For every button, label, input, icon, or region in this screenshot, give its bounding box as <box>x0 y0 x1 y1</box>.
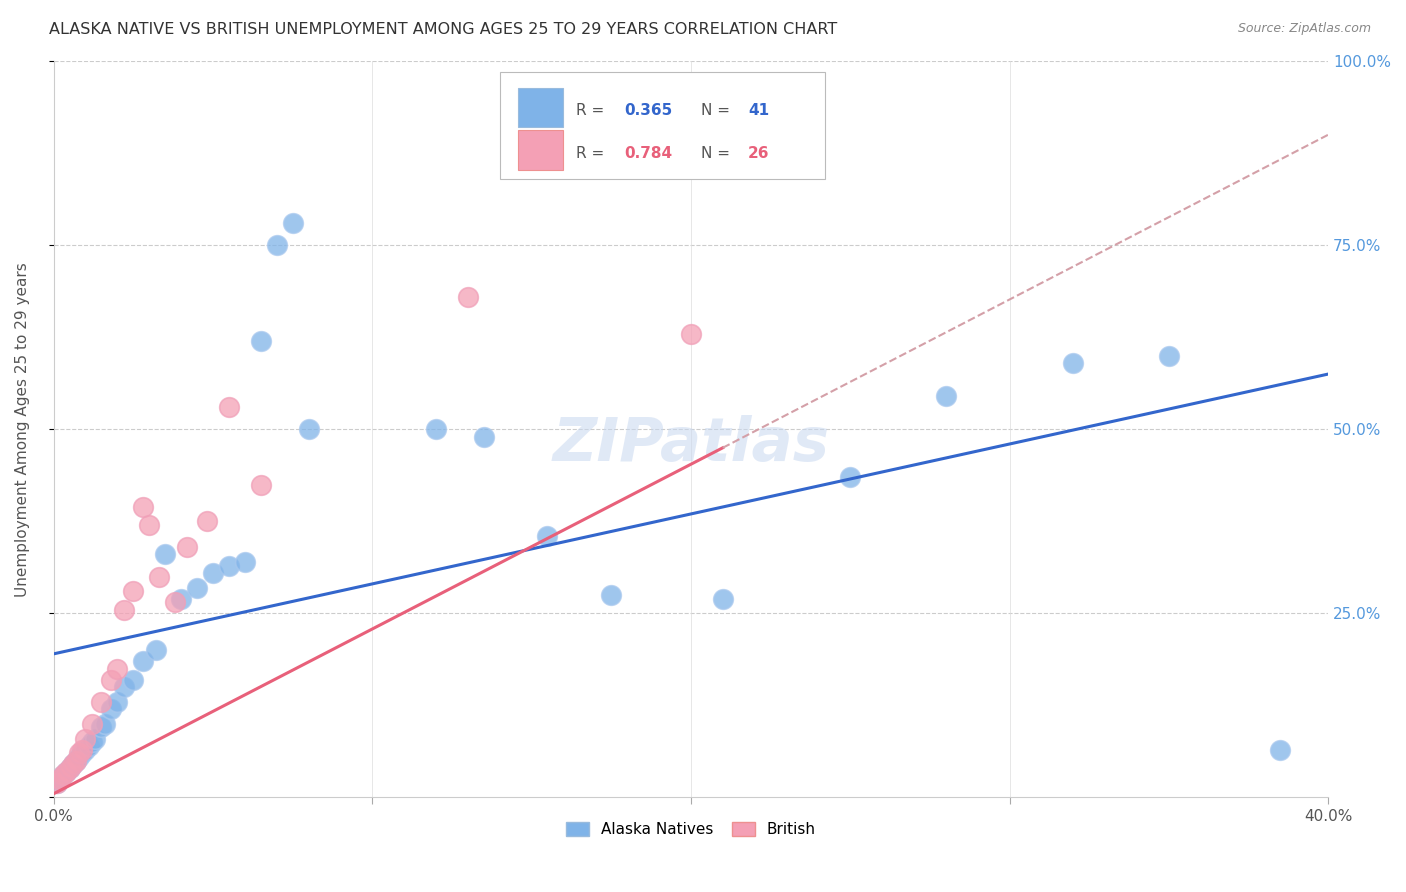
FancyBboxPatch shape <box>499 72 825 179</box>
Point <box>297 422 319 436</box>
Point <box>67 750 90 764</box>
Point <box>45 775 67 789</box>
Point <box>536 529 558 543</box>
Legend: Alaska Natives, British: Alaska Natives, British <box>558 814 824 845</box>
Point <box>186 581 208 595</box>
Point <box>75 742 97 756</box>
Point <box>77 739 100 753</box>
Text: 26: 26 <box>748 145 769 161</box>
Point <box>132 654 155 668</box>
Point <box>80 716 103 731</box>
Point <box>218 401 240 415</box>
Text: N =: N = <box>702 103 735 118</box>
Point <box>58 761 80 775</box>
Text: 0.784: 0.784 <box>624 145 672 161</box>
Point <box>218 558 240 573</box>
Point <box>55 764 77 779</box>
Point <box>112 680 135 694</box>
Point <box>457 290 479 304</box>
Point <box>105 662 128 676</box>
FancyBboxPatch shape <box>517 130 564 170</box>
Point <box>67 746 90 760</box>
Point <box>170 591 193 606</box>
Point <box>472 430 495 444</box>
Point <box>80 735 103 749</box>
Text: R =: R = <box>576 103 609 118</box>
Point <box>72 746 94 760</box>
Text: 41: 41 <box>748 103 769 118</box>
Text: ZIPatlas: ZIPatlas <box>553 415 830 474</box>
Point <box>45 775 67 789</box>
Point <box>195 514 218 528</box>
Point <box>52 768 75 782</box>
Point <box>90 695 112 709</box>
Point <box>201 566 224 580</box>
Point <box>65 754 87 768</box>
Point <box>600 588 623 602</box>
Point <box>425 422 447 436</box>
Point <box>281 216 304 230</box>
Point <box>935 389 957 403</box>
Point <box>52 768 75 782</box>
Point <box>49 772 72 786</box>
Point <box>148 569 170 583</box>
Point <box>138 518 160 533</box>
Point <box>153 548 176 562</box>
Text: 0.365: 0.365 <box>624 103 673 118</box>
Text: Source: ZipAtlas.com: Source: ZipAtlas.com <box>1237 22 1371 36</box>
Point <box>62 757 84 772</box>
Point <box>122 673 145 687</box>
Point <box>105 695 128 709</box>
Point <box>1157 349 1180 363</box>
Text: N =: N = <box>702 145 735 161</box>
Point <box>122 584 145 599</box>
Point <box>72 742 94 756</box>
Point <box>55 764 77 779</box>
Point <box>249 334 271 348</box>
Point <box>839 470 862 484</box>
FancyBboxPatch shape <box>517 87 564 128</box>
Point <box>112 603 135 617</box>
Point <box>266 238 288 252</box>
Point <box>93 716 115 731</box>
Point <box>65 754 87 768</box>
Point <box>145 643 167 657</box>
Point <box>132 500 155 514</box>
Point <box>176 540 198 554</box>
Point <box>1270 742 1292 756</box>
Point <box>75 731 97 746</box>
Point <box>233 555 256 569</box>
Point <box>49 772 72 786</box>
Point <box>163 595 186 609</box>
Text: R =: R = <box>576 145 609 161</box>
Text: ALASKA NATIVE VS BRITISH UNEMPLOYMENT AMONG AGES 25 TO 29 YEARS CORRELATION CHAR: ALASKA NATIVE VS BRITISH UNEMPLOYMENT AM… <box>49 22 838 37</box>
Point <box>100 673 122 687</box>
Point <box>84 731 107 746</box>
Point <box>58 761 80 775</box>
Point <box>679 326 702 341</box>
Point <box>90 721 112 735</box>
Point <box>62 757 84 772</box>
Point <box>1062 356 1084 370</box>
Point <box>249 477 271 491</box>
Y-axis label: Unemployment Among Ages 25 to 29 years: Unemployment Among Ages 25 to 29 years <box>15 262 30 597</box>
Point <box>711 591 734 606</box>
Point <box>100 702 122 716</box>
